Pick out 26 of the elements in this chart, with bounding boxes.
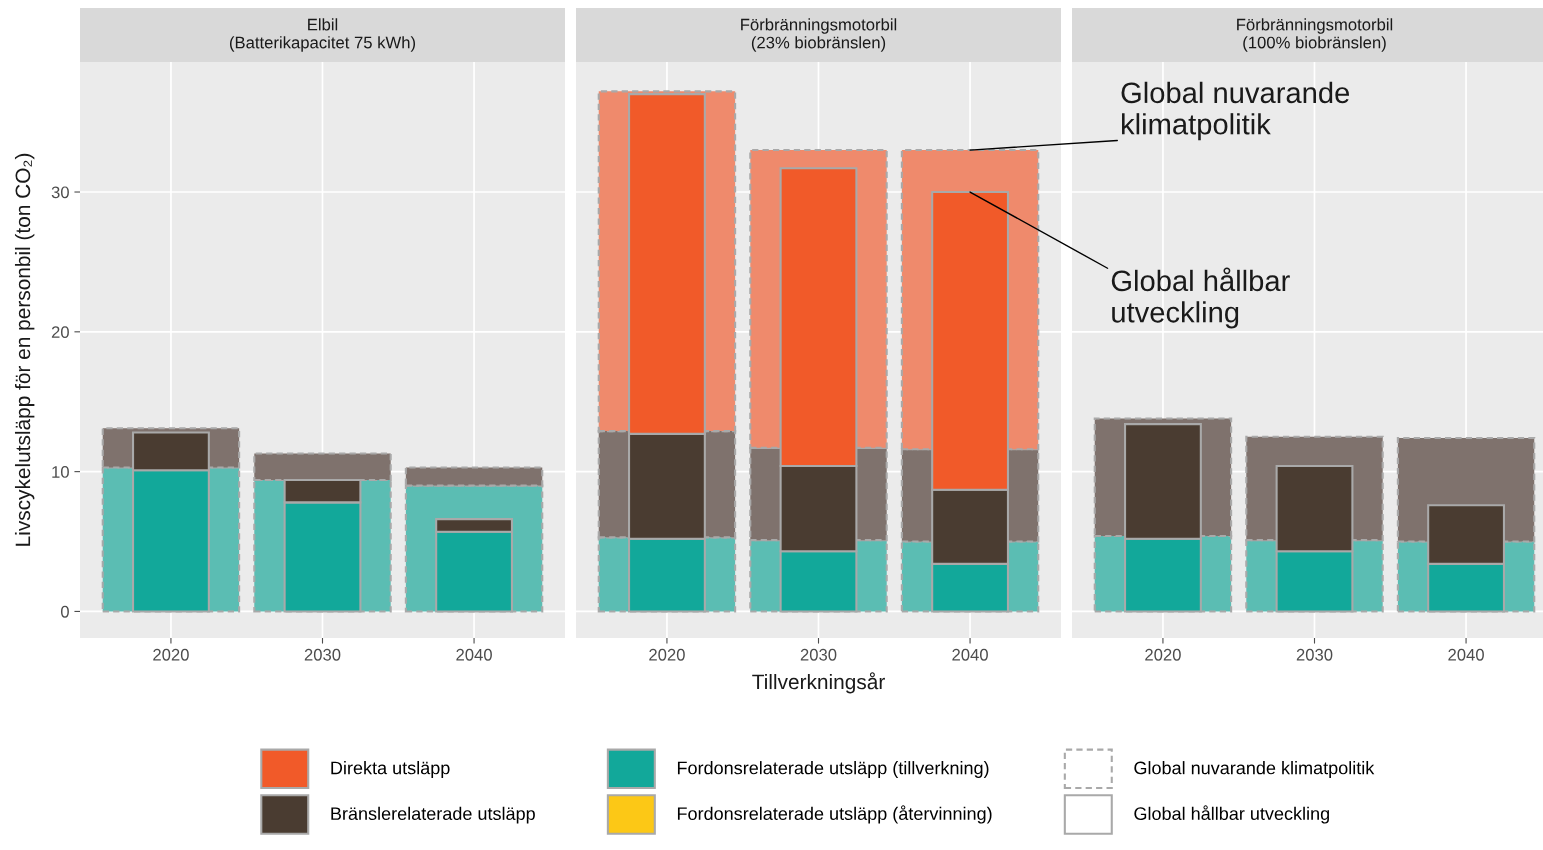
annotation: Global hållbar utveckling xyxy=(1111,267,1290,329)
x-tick-label: 2030 xyxy=(304,648,341,661)
x-tick-label: 2040 xyxy=(1448,648,1484,661)
legend-label: Fordonsrelaterade utsläpp (tillverkning) xyxy=(677,761,989,778)
legend-label: Bränslerelaterade utsläpp xyxy=(331,806,535,824)
legend-label: Fordonsrelaterade utsläpp (återvinning) xyxy=(677,805,992,824)
x-tick-label: 2020 xyxy=(153,648,189,661)
x-tick-label: 2030 xyxy=(1296,648,1333,661)
legend-label: Direkta utsläpp xyxy=(331,761,450,778)
x-tick-label: 2040 xyxy=(456,648,492,661)
x-axis-title: Tillverkningsår xyxy=(752,672,885,694)
y-tick-label: 30 xyxy=(51,186,69,199)
chart-title: Elbil (Batterikapacitet 75 kWh) xyxy=(229,18,416,52)
x-tick-label: 2020 xyxy=(649,648,685,661)
chart-title: Förbränningsmotorbil (23% biobränslen) xyxy=(741,18,897,52)
annotation: Global nuvarande klimatpolitik xyxy=(1121,81,1350,141)
text: Global nuvarande klimatpolitik xyxy=(1134,761,1375,778)
chart-title: Förbränningsmotorbil (100% biobränslen) xyxy=(1237,18,1393,52)
y-axis-title: Livscykelutsläpp för en personbil (ton CO₂) xyxy=(14,153,35,546)
y-tick-label: 0 xyxy=(60,605,69,618)
x-tick-label: 2040 xyxy=(952,648,988,661)
text: Global hållbar utveckling xyxy=(1134,805,1329,824)
x-tick-label: 2020 xyxy=(1145,648,1181,661)
y-tick-label: 20 xyxy=(51,326,69,339)
x-tick-label: 2030 xyxy=(800,648,837,661)
y-tick-label: 10 xyxy=(52,466,69,478)
